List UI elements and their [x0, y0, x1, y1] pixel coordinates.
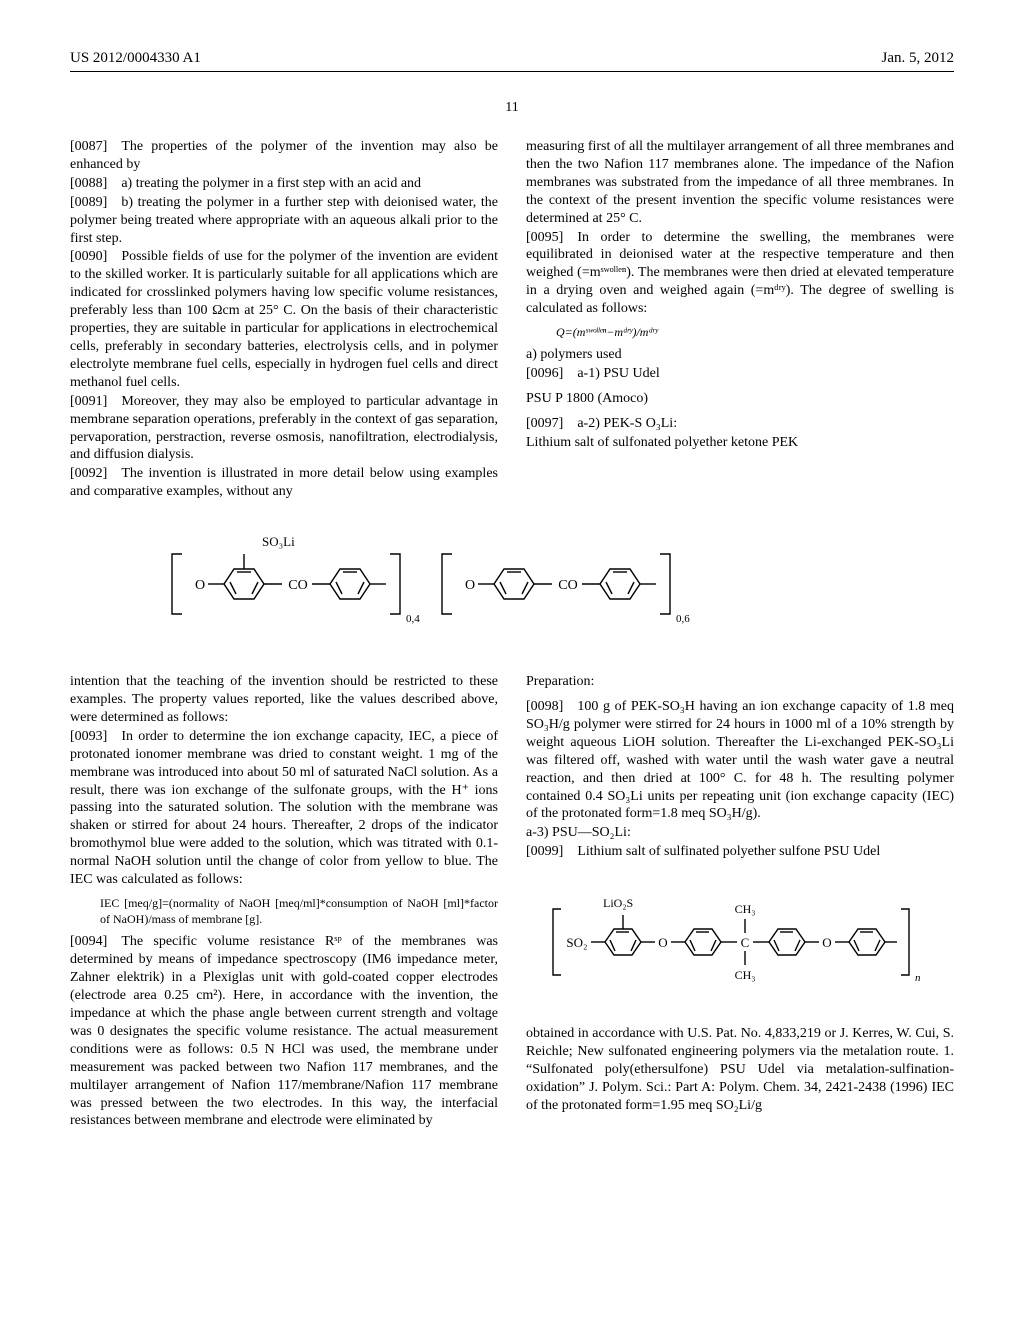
- left-column-upper: [0087] The properties of the polymer of …: [70, 138, 498, 502]
- svg-text:0,6: 0,6: [676, 613, 690, 625]
- psu-p1800: PSU P 1800 (Amoco): [526, 390, 954, 408]
- svg-text:O: O: [822, 935, 831, 950]
- svg-text:O: O: [465, 578, 475, 593]
- a3-psu-so2li: a-3) PSU—SO₂Li:: [526, 824, 954, 842]
- right-column-lower: Preparation: [0098] 100 g of PEK-SO₃H ha…: [526, 673, 954, 1131]
- preparation-heading: Preparation:: [526, 673, 954, 691]
- svg-text:SO₂: SO₂: [566, 935, 587, 950]
- patent-number: US 2012/0004330 A1: [70, 50, 201, 67]
- para-0095: [0095] In order to determine the swellin…: [526, 229, 954, 319]
- svg-text:SO₃Li: SO₃Li: [262, 534, 295, 549]
- svg-text:O: O: [658, 935, 667, 950]
- svg-text:0,4: 0,4: [406, 613, 420, 625]
- obtained-ref: obtained in accordance with U.S. Pat. No…: [526, 1025, 954, 1115]
- para-0090: [0090] Possible fields of use for the po…: [70, 248, 498, 391]
- patent-date: Jan. 5, 2012: [882, 50, 955, 67]
- para-0089: [0089] b) treating the polymer in a furt…: [70, 194, 498, 248]
- a-polymers-used: a) polymers used: [526, 346, 954, 364]
- upper-columns: [0087] The properties of the polymer of …: [70, 138, 954, 502]
- chem-structure-pek: O SO₃Li CO 0,4: [70, 514, 954, 649]
- lower-columns: intention that the teaching of the inven…: [70, 673, 954, 1131]
- para-0098: [0098] 100 g of PEK-SO₃H having an ion e…: [526, 698, 954, 823]
- svg-text:C: C: [741, 935, 750, 950]
- para-0087: [0087] The properties of the polymer of …: [70, 138, 498, 174]
- para-0094: [0094] The specific volume resistance Rˢ…: [70, 933, 498, 1130]
- svg-text:LiO₂S: LiO₂S: [603, 896, 633, 910]
- para-0099: [0099] Lithium salt of sulfinated polyet…: [526, 843, 954, 861]
- right-column-upper: measuring first of all the multilayer ar…: [526, 138, 954, 502]
- pek-svg: O SO₃Li CO 0,4: [142, 514, 882, 644]
- page-header: US 2012/0004330 A1 Jan. 5, 2012: [70, 50, 954, 72]
- q-formula: Q=(mˢʷᵒˡˡᵉⁿ−mᵈʳʸ)/mᵈʳʸ: [556, 324, 954, 340]
- chem-structure-psu: SO₂ LiO₂S O: [526, 875, 954, 1011]
- patent-page: US 2012/0004330 A1 Jan. 5, 2012 11 [0087…: [0, 0, 1024, 1181]
- svg-text:CH₃: CH₃: [735, 968, 756, 982]
- para-0096: [0096] a-1) PSU Udel: [526, 365, 954, 383]
- svg-text:O: O: [195, 578, 205, 593]
- psu-svg: SO₂ LiO₂S O: [545, 875, 935, 1005]
- para-0091: [0091] Moreover, they may also be employ…: [70, 393, 498, 465]
- li-salt-pek: Lithium salt of sulfonated polyether ket…: [526, 434, 954, 452]
- post-chem-lead: intention that the teaching of the inven…: [70, 673, 498, 727]
- para-0097: [0097] a-2) PEK-S O₃Li:: [526, 415, 954, 433]
- page-number: 11: [70, 100, 954, 116]
- svg-text:n: n: [915, 972, 921, 984]
- svg-text:CH₃: CH₃: [735, 902, 756, 916]
- left-column-lower: intention that the teaching of the inven…: [70, 673, 498, 1131]
- svg-text:CO: CO: [288, 578, 307, 593]
- iec-formula: IEC [meq/g]=(normality of NaOH [meq/ml]*…: [100, 895, 498, 927]
- q-formula-text: Q=(mˢʷᵒˡˡᵉⁿ−mᵈʳʸ)/mᵈʳʸ: [556, 325, 658, 339]
- para-0092: [0092] The invention is illustrated in m…: [70, 465, 498, 501]
- measuring-continuation: measuring first of all the multilayer ar…: [526, 138, 954, 228]
- para-0093: [0093] In order to determine the ion exc…: [70, 728, 498, 889]
- para-0088: [0088] a) treating the polymer in a firs…: [70, 175, 498, 193]
- svg-text:CO: CO: [558, 578, 577, 593]
